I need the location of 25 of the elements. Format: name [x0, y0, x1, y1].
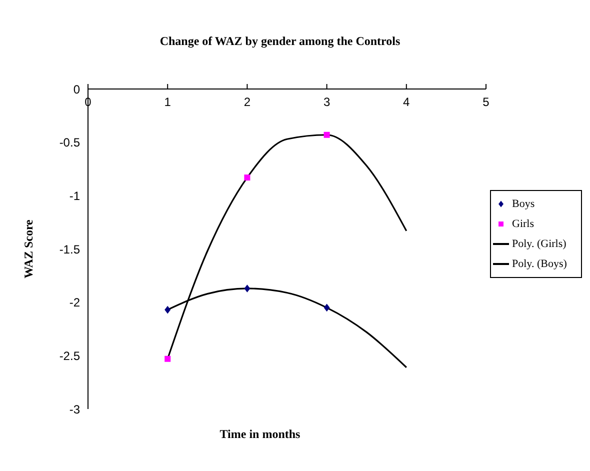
point	[244, 284, 250, 292]
y-tick-label: -1.5	[59, 242, 80, 256]
legend-label: Poly. (Girls)	[512, 237, 566, 252]
x-tick-label: 5	[482, 95, 490, 109]
y-tick-label: 0	[73, 82, 80, 96]
x-axis-title: Time in months	[218, 427, 302, 442]
y-tick-label: -2	[69, 296, 80, 310]
x-tick-label: 2	[244, 95, 251, 109]
x-tick-label: 4	[403, 95, 410, 109]
legend-label: Poly. (Boys)	[512, 257, 567, 272]
point	[324, 132, 330, 138]
x-tick-label: 3	[323, 95, 330, 109]
point	[164, 306, 171, 314]
chart-title: Change of WAZ by gender among the Controls	[158, 33, 402, 49]
y-axis-title: WAZ Score	[21, 218, 36, 278]
point	[324, 304, 330, 312]
legend-label: Boys	[512, 197, 535, 212]
legend-label: Girls	[512, 217, 534, 232]
y-tick-label: -1	[69, 188, 80, 203]
x-tick-label: 1	[164, 95, 172, 109]
y-tick-label: -0.5	[59, 136, 80, 150]
y-tick-label: -3	[69, 402, 80, 416]
point	[244, 174, 250, 181]
point	[164, 356, 171, 362]
y-tick-label: -2.5	[59, 348, 80, 363]
